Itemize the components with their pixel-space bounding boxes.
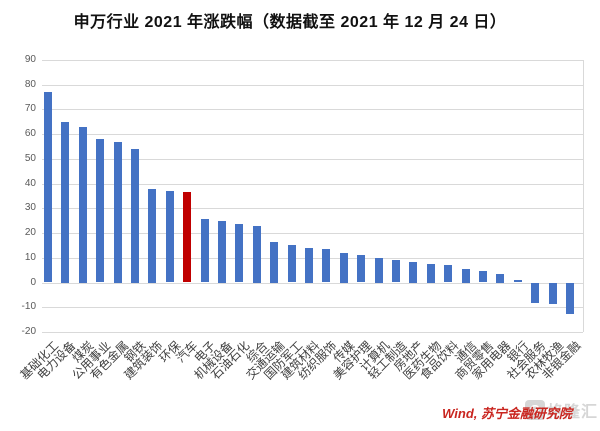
gridline — [42, 109, 583, 110]
bar-食品饮料 — [444, 265, 452, 282]
y-axis-tick-label: 20 — [24, 227, 36, 238]
bar-家用电器 — [496, 274, 504, 283]
bar-医药生物 — [427, 264, 435, 283]
gridline — [42, 233, 583, 234]
bar-石油石化 — [235, 224, 243, 282]
bar-传媒 — [340, 253, 348, 283]
source-attribution: Wind, 苏宁金融研究院 — [442, 406, 572, 421]
bar-基础化工 — [44, 92, 52, 282]
bar-钢铁 — [131, 149, 139, 283]
bar-商贸零售 — [479, 271, 487, 282]
bar-有色金属 — [114, 142, 122, 283]
bar-交通运输 — [270, 242, 278, 283]
y-axis-tick-label: 70 — [24, 103, 36, 114]
gridline — [42, 134, 583, 135]
y-axis-tick-label: 50 — [24, 153, 36, 164]
bar-非银金融 — [566, 283, 574, 314]
y-axis-tick-label: 80 — [24, 79, 36, 90]
gridline — [42, 332, 583, 333]
bar-公用事业 — [96, 139, 104, 282]
bar-国防军工 — [288, 245, 296, 282]
gridline — [42, 60, 583, 61]
chart-title: 申万行业 2021 年涨跌幅（数据截至 2021 年 12 月 24 日） — [73, 14, 507, 31]
gridline — [42, 208, 583, 209]
bar-电子 — [201, 219, 209, 282]
watermark-text: 格隆汇 — [546, 404, 598, 421]
bar-社会服务 — [531, 283, 539, 303]
gridline — [42, 159, 583, 160]
bar-通信 — [462, 269, 470, 283]
gridline — [42, 85, 583, 86]
watermark-logo-icon: G — [524, 400, 545, 420]
y-axis-tick-label: 10 — [24, 252, 36, 263]
gridline — [42, 184, 583, 185]
y-axis-tick-label: 40 — [24, 178, 36, 189]
bar-轻工制造 — [392, 260, 400, 282]
bar-美容护理 — [357, 255, 365, 282]
bar-建筑装饰 — [148, 189, 156, 283]
bar-计算机 — [375, 258, 383, 283]
bar-房地产 — [409, 262, 417, 283]
y-axis-tick-label: 30 — [24, 202, 36, 213]
plot-right-border — [583, 60, 584, 332]
bar-建筑材料 — [305, 248, 313, 283]
bar-纺织服饰 — [322, 249, 330, 282]
bar-环保 — [166, 191, 174, 282]
bar-综合 — [253, 226, 261, 283]
watermark: G 格隆汇 — [524, 398, 598, 422]
gridline — [42, 307, 583, 308]
bar-农林牧渔 — [549, 283, 557, 304]
y-axis-tick-label: 0 — [30, 277, 36, 288]
y-axis-tick-label: -10 — [21, 301, 36, 312]
y-axis-tick-label: -20 — [21, 326, 36, 337]
y-axis-tick-label: 60 — [24, 128, 36, 139]
gridline — [42, 283, 583, 284]
bar-煤炭 — [79, 127, 87, 283]
bar-电力设备 — [61, 122, 69, 283]
bar-银行 — [514, 280, 522, 282]
y-axis-tick-label: 90 — [24, 54, 36, 65]
bar-汽车 — [183, 192, 191, 282]
bar-机械设备 — [218, 221, 226, 283]
